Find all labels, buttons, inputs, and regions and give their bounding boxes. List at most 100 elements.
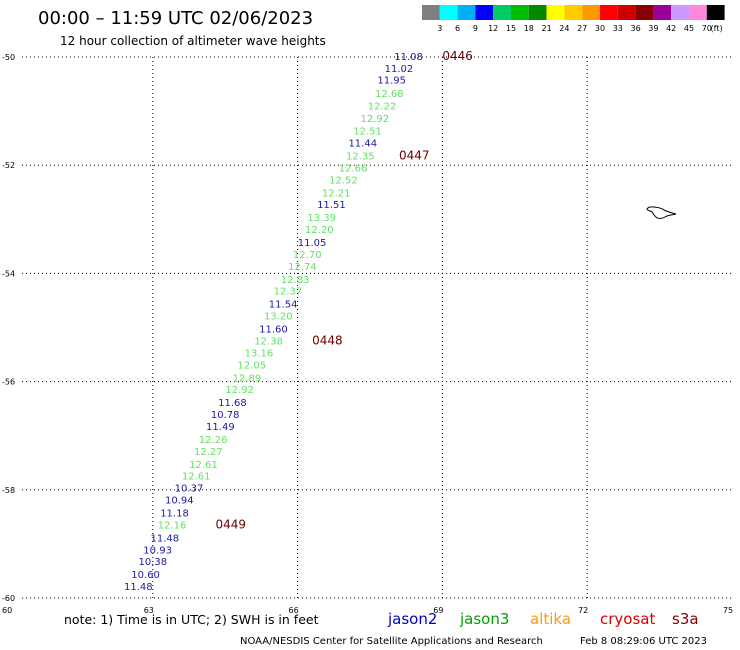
- footer-note: note: 1) Time is in UTC; 2) SWH is in fe…: [64, 612, 319, 627]
- colorbar-swatch: [653, 5, 672, 20]
- colorbar-label: 45: [684, 24, 694, 33]
- y-tick-label: -58: [2, 486, 15, 495]
- colorbar-swatch: [689, 5, 707, 20]
- colorbar-swatch: [439, 5, 458, 20]
- wave-height-point: 11.44: [348, 138, 377, 149]
- wave-height-point: 11.60: [259, 325, 288, 336]
- wave-height-point: 12.05: [237, 360, 266, 371]
- legend-jason2: jason2: [387, 610, 437, 628]
- wave-height-point: 12.92: [361, 114, 390, 125]
- wave-height-point: 12.22: [368, 102, 397, 113]
- wave-height-point: 12.89: [233, 373, 262, 384]
- wave-height-point: 11.02: [385, 64, 414, 75]
- wave-height-point: 11.95: [377, 76, 406, 87]
- data-points: 11.0811.0211.9512.6812.2212.9212.5111.44…: [124, 52, 423, 593]
- colorbar-swatch: [493, 5, 511, 20]
- colorbar-legend: 3 6 9 12 15 18 21 24 27 30 33 36 39 42 45 70(ft): [422, 5, 725, 33]
- footer-timestamp: Feb 8 08:29:06 UTC 2023: [580, 636, 707, 647]
- wave-height-point: 13.16: [245, 348, 274, 359]
- colorbar-label: 15: [506, 24, 516, 33]
- wave-height-point: 11.05: [298, 238, 327, 249]
- wave-height-point: 11.08: [394, 52, 423, 63]
- wave-height-point: 12.52: [329, 175, 358, 186]
- wave-height-point: 10.38: [138, 557, 167, 568]
- colorbar-swatch: [635, 5, 654, 20]
- wave-height-point: 12.16: [158, 520, 187, 531]
- colorbar-label: 39: [648, 24, 658, 33]
- colorbar-swatch: [564, 5, 583, 20]
- wave-height-point: 10.37: [175, 484, 204, 495]
- wave-height-point: 10.60: [131, 570, 160, 581]
- wave-height-point: 12.61: [189, 460, 218, 471]
- legend-s3a: s3a: [672, 610, 699, 628]
- colorbar-swatch: [511, 5, 529, 20]
- wave-height-point: 12.21: [322, 188, 351, 199]
- wave-height-point: 12.37: [274, 287, 303, 298]
- wave-height-point: 12.74: [288, 262, 317, 273]
- colorbar-swatch: [475, 5, 494, 20]
- x-tick-label: 63: [144, 606, 154, 615]
- chart-title: 00:00 – 11:59 UTC 02/06/2023: [38, 8, 313, 29]
- time-mark: 0449: [216, 517, 247, 531]
- wave-height-point: 10.78: [211, 410, 240, 421]
- colorbar-swatch: [706, 5, 725, 20]
- wave-height-point: 10.93: [143, 545, 172, 556]
- colorbar-label: 30: [595, 24, 605, 33]
- colorbar-swatch: [671, 5, 689, 20]
- colorbar-label: 6: [455, 24, 460, 33]
- wave-height-point: 12.20: [305, 225, 334, 236]
- colorbar-label: 42: [666, 24, 676, 33]
- wave-height-point: 11.49: [206, 422, 235, 433]
- y-tick-label: -56: [2, 378, 15, 387]
- wave-height-point: 12.26: [199, 435, 228, 446]
- colorbar-label: 27: [577, 24, 587, 33]
- colorbar-unit: (ft): [711, 24, 723, 33]
- colorbar-swatch: [422, 5, 440, 20]
- wave-height-point: 10.94: [165, 496, 194, 507]
- wave-height-point: 12.92: [225, 385, 254, 396]
- colorbar-label: 3: [437, 24, 442, 33]
- legend-altika: altika: [530, 610, 571, 628]
- wave-height-point: 12.70: [293, 250, 322, 261]
- wave-height-point: 12.35: [346, 151, 375, 162]
- wave-height-point: 12.51: [353, 127, 382, 138]
- time-mark: 0447: [399, 148, 430, 162]
- wave-height-point: 11.54: [269, 300, 298, 311]
- x-tick-label: 60: [2, 606, 12, 615]
- wave-height-point: 12.61: [182, 472, 211, 483]
- wave-height-point: 13.20: [264, 312, 293, 323]
- colorbar-swatch: [582, 5, 600, 20]
- x-tick-label: 75: [723, 606, 733, 615]
- footer-credit: NOAA/NESDIS Center for Satellite Applica…: [240, 636, 543, 647]
- island-outline: [646, 206, 677, 219]
- x-tick-label: 66: [289, 606, 299, 615]
- y-tick-label: -60: [2, 594, 15, 603]
- wave-height-point: 12.38: [254, 336, 283, 347]
- wave-height-point: 11.68: [218, 398, 247, 409]
- x-tick-label: 69: [433, 606, 443, 615]
- wave-height-point: 13.39: [307, 213, 336, 224]
- y-tick-label: -54: [2, 269, 15, 278]
- legend-jason3: jason3: [459, 610, 509, 628]
- colorbar-swatch: [600, 5, 618, 20]
- time-mark: 0446: [442, 49, 473, 63]
- colorbar-label: 33: [613, 24, 623, 33]
- legend-cryosat: cryosat: [600, 610, 655, 628]
- wave-height-point: 11.48: [124, 582, 153, 593]
- colorbar-label: 21: [542, 24, 552, 33]
- wave-height-point: 11.18: [160, 509, 189, 520]
- axis-ticks: 60 63 66 69 72 75 -50 -52 -54 -56 -58 -60: [2, 53, 733, 615]
- colorbar-swatch: [457, 5, 476, 20]
- colorbar-label: 36: [631, 24, 641, 33]
- colorbar-label: 12: [488, 24, 498, 33]
- wave-height-point: 12.83: [281, 275, 310, 286]
- time-mark: 0448: [312, 333, 343, 347]
- wave-height-point: 11.51: [317, 200, 346, 211]
- colorbar-label: 9: [473, 24, 478, 33]
- colorbar-label: 18: [524, 24, 534, 33]
- colorbar-swatch: [546, 5, 565, 20]
- y-tick-label: -50: [2, 53, 15, 62]
- wave-height-point: 12.66: [339, 163, 368, 174]
- x-tick-label: 72: [578, 606, 588, 615]
